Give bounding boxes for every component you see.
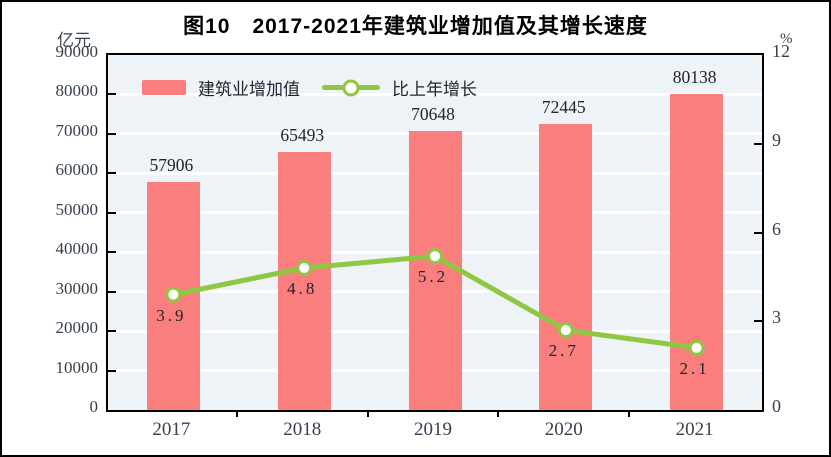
left-axis-label: 50000 <box>55 199 99 219</box>
bar-2021 <box>670 93 724 410</box>
growth-line-chart <box>165 248 705 356</box>
bar-value-2019: 70648 <box>411 104 455 125</box>
legend-bar-swatch <box>142 80 186 95</box>
legend: 建筑业增加值 比上年增长 <box>142 75 477 100</box>
legend-line-marker-icon <box>342 79 360 96</box>
bar-2020 <box>539 124 593 410</box>
bottom-axis-tick <box>497 410 500 417</box>
bar-value-2017: 57906 <box>149 154 194 175</box>
line-value-2019: 5.2 <box>417 267 449 287</box>
bottom-axis-tick <box>235 410 238 417</box>
line-value-2018: 4.8 <box>287 279 318 298</box>
x-axis-label-2021: 2021 <box>675 419 714 440</box>
x-axis-label-2018: 2018 <box>283 419 322 440</box>
left-axis-label: 70000 <box>55 120 99 140</box>
right-axis-unit-label: % <box>780 31 793 47</box>
left-axis-label: 90000 <box>55 42 99 61</box>
line-marker-2017 <box>165 286 182 303</box>
right-axis-label: 6 <box>772 218 781 239</box>
left-axis-tick <box>108 132 116 135</box>
chart-title: 图10 2017-2021年建筑业增加值及其增长速度 <box>183 15 648 38</box>
right-axis-label: 12 <box>772 41 790 61</box>
left-axis-tick <box>108 251 116 254</box>
left-axis-label: 40000 <box>55 239 99 259</box>
line-marker-2021 <box>688 339 705 356</box>
left-axis-label: 20000 <box>55 318 99 338</box>
left-axis-label: 10000 <box>55 357 99 377</box>
left-axis-tick <box>108 211 116 214</box>
left-axis-label: 60000 <box>55 160 99 180</box>
line-marker-2019 <box>427 248 443 265</box>
bottom-axis-tick <box>366 410 369 417</box>
left-axis-unit-label: 亿元 <box>57 31 91 50</box>
bar-value-2018: 65493 <box>280 124 325 145</box>
x-axis-label-2017: 2017 <box>152 419 191 440</box>
line-marker-2020 <box>557 322 574 339</box>
right-axis-label: 9 <box>772 129 781 150</box>
bar-value-2020: 72445 <box>541 97 586 118</box>
legend-bar-label: 建筑业增加值 <box>198 80 300 99</box>
left-axis-label: 80000 <box>55 81 99 101</box>
right-axis-tick <box>754 320 762 323</box>
left-axis-tick <box>108 369 116 372</box>
right-axis-tick <box>754 142 762 145</box>
x-axis-label-2020: 2020 <box>544 419 583 440</box>
right-axis-tick <box>754 231 762 234</box>
line-value-2021: 2.1 <box>679 358 710 378</box>
left-axis-label: 0 <box>89 397 99 416</box>
line-value-2020: 2.7 <box>548 341 579 361</box>
gridline <box>108 92 762 96</box>
left-axis-label: 30000 <box>55 278 99 298</box>
left-axis-tick <box>108 93 116 96</box>
line-marker-2018 <box>296 260 313 276</box>
right-axis-label: 3 <box>772 307 781 328</box>
x-axis-label-2019: 2019 <box>414 419 452 440</box>
bar-2018 <box>277 151 331 410</box>
legend-line-label: 比上年增长 <box>392 80 477 99</box>
left-axis-tick <box>108 330 116 333</box>
right-axis-label: 0 <box>772 396 781 416</box>
legend-line-swatch <box>322 79 380 96</box>
bar-value-2021: 80138 <box>672 66 717 87</box>
bottom-axis-tick <box>628 410 631 417</box>
left-axis-tick <box>108 290 116 293</box>
bar-2019 <box>408 131 462 410</box>
left-axis-tick <box>108 172 116 175</box>
plot-area: 建筑业增加值 比上年增长 <box>106 53 764 412</box>
line-value-2017: 3.9 <box>156 305 187 325</box>
